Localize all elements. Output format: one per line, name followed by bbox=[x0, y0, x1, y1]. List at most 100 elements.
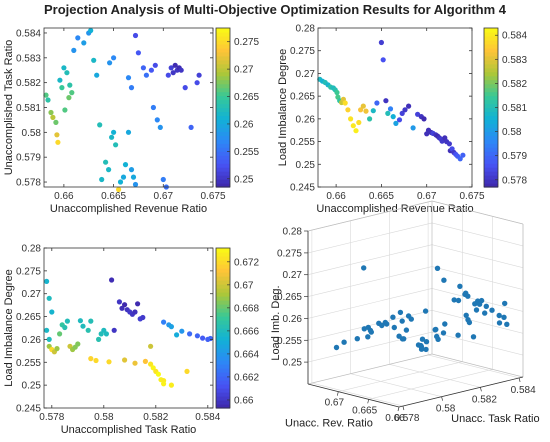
colorbar-segment bbox=[484, 87, 498, 93]
colorbar-segment bbox=[216, 91, 230, 97]
data-point bbox=[380, 57, 386, 63]
data-point bbox=[470, 334, 477, 340]
data-point bbox=[207, 335, 213, 342]
data-point bbox=[374, 100, 380, 106]
data-point bbox=[188, 124, 194, 130]
data-point bbox=[64, 70, 70, 76]
box-edge bbox=[307, 353, 433, 385]
colorbar-tick-label: 0.581 bbox=[502, 103, 527, 114]
data-point bbox=[441, 277, 447, 283]
y-axis-label: Load Imbalance Degree bbox=[277, 49, 289, 166]
data-point bbox=[57, 77, 63, 83]
colorbar-segment bbox=[484, 103, 498, 109]
data-point bbox=[433, 326, 439, 333]
colorbar-segment bbox=[216, 135, 230, 140]
data-point bbox=[168, 65, 174, 71]
colorbar-segment bbox=[216, 155, 230, 160]
data-point bbox=[466, 319, 473, 326]
data-point bbox=[122, 357, 128, 363]
y-tick-label: 0.25 bbox=[22, 381, 42, 392]
y-tick-label: 0.28 bbox=[296, 24, 316, 35]
colorbar-segment bbox=[216, 252, 230, 257]
data-point bbox=[161, 381, 167, 387]
data-point bbox=[54, 132, 60, 138]
colorbar-segment bbox=[216, 368, 230, 373]
data-point bbox=[50, 114, 56, 120]
colorbar-segment bbox=[216, 163, 230, 168]
colorbar-tick-label: 0.662 bbox=[234, 372, 259, 383]
colorbar-segment bbox=[216, 340, 230, 345]
colorbar-tick-label: 0.275 bbox=[234, 37, 259, 48]
data-point bbox=[358, 107, 364, 113]
data-point bbox=[116, 186, 122, 193]
colorbar-segment bbox=[484, 135, 498, 140]
grid-line bbox=[350, 373, 442, 397]
data-point bbox=[423, 339, 430, 345]
colorbar-segment bbox=[484, 111, 498, 117]
data-point bbox=[421, 116, 427, 122]
colorbar-segment bbox=[216, 75, 230, 81]
colorbar-segment bbox=[484, 151, 498, 156]
colorbar-segment bbox=[216, 119, 230, 124]
subplot-1: 0.66 0.665 0.67 0.675 0.578 0.579 0.58 0.581 0.5… bbox=[3, 27, 259, 215]
colorbar-segment bbox=[484, 123, 498, 128]
colorbar-segment bbox=[216, 320, 230, 325]
data-point bbox=[403, 327, 410, 333]
colorbar-tick-label: 0.668 bbox=[234, 303, 259, 314]
colorbar-segment bbox=[484, 35, 498, 41]
y-tick-label: 0.26 bbox=[296, 114, 316, 125]
data-point bbox=[440, 330, 447, 336]
data-point bbox=[160, 176, 166, 183]
colorbar-segment bbox=[484, 67, 498, 73]
data-point bbox=[109, 277, 115, 283]
y-tick-label: 0.578 bbox=[394, 413, 419, 424]
x-tick-label: 0.67 bbox=[154, 191, 174, 202]
y-tick-label: 0.255 bbox=[290, 137, 315, 148]
x-axis-line bbox=[307, 383, 400, 408]
data-point bbox=[150, 104, 156, 111]
z-tick-label: 0.265 bbox=[277, 292, 302, 303]
box-edge bbox=[431, 353, 524, 378]
data-point bbox=[46, 336, 52, 342]
colorbar-segment bbox=[216, 260, 230, 265]
x-tick-label: 0.67 bbox=[417, 191, 437, 202]
colorbar-segment bbox=[216, 99, 230, 105]
z-tick-label: 0.255 bbox=[277, 336, 302, 347]
colorbar-segment bbox=[484, 31, 498, 37]
data-point bbox=[419, 336, 426, 342]
data-point bbox=[143, 72, 149, 78]
data-point bbox=[194, 80, 200, 86]
data-point bbox=[59, 85, 65, 91]
x-axis-label: Unaccomplished Revenue Ratio bbox=[316, 203, 473, 215]
colorbar-segment bbox=[216, 356, 230, 361]
data-point bbox=[378, 39, 384, 46]
data-point bbox=[161, 319, 167, 325]
data-point bbox=[142, 358, 148, 364]
colorbar-tick-label: 0.67 bbox=[234, 280, 254, 291]
data-point bbox=[71, 47, 77, 54]
data-point bbox=[152, 62, 158, 68]
data-point bbox=[101, 327, 107, 333]
colorbar-segment bbox=[216, 183, 230, 188]
data-point bbox=[80, 323, 86, 329]
data-point bbox=[399, 110, 405, 116]
colorbar-segment bbox=[216, 404, 230, 409]
data-point bbox=[132, 360, 138, 366]
colorbar-segment bbox=[216, 396, 230, 401]
data-point bbox=[107, 60, 113, 66]
data-point bbox=[384, 321, 390, 327]
data-point bbox=[75, 341, 81, 347]
data-point bbox=[91, 57, 97, 63]
colorbar-segment bbox=[216, 55, 230, 61]
colorbar-segment bbox=[216, 256, 230, 261]
data-point bbox=[345, 107, 351, 113]
data-point bbox=[62, 324, 68, 331]
data-point bbox=[356, 119, 362, 126]
colorbar-segment bbox=[216, 276, 230, 281]
data-point bbox=[122, 162, 129, 168]
colorbar-segment bbox=[216, 376, 230, 381]
colorbar-segment bbox=[216, 380, 230, 385]
colorbar-segment bbox=[484, 127, 498, 132]
data-point bbox=[44, 327, 50, 333]
